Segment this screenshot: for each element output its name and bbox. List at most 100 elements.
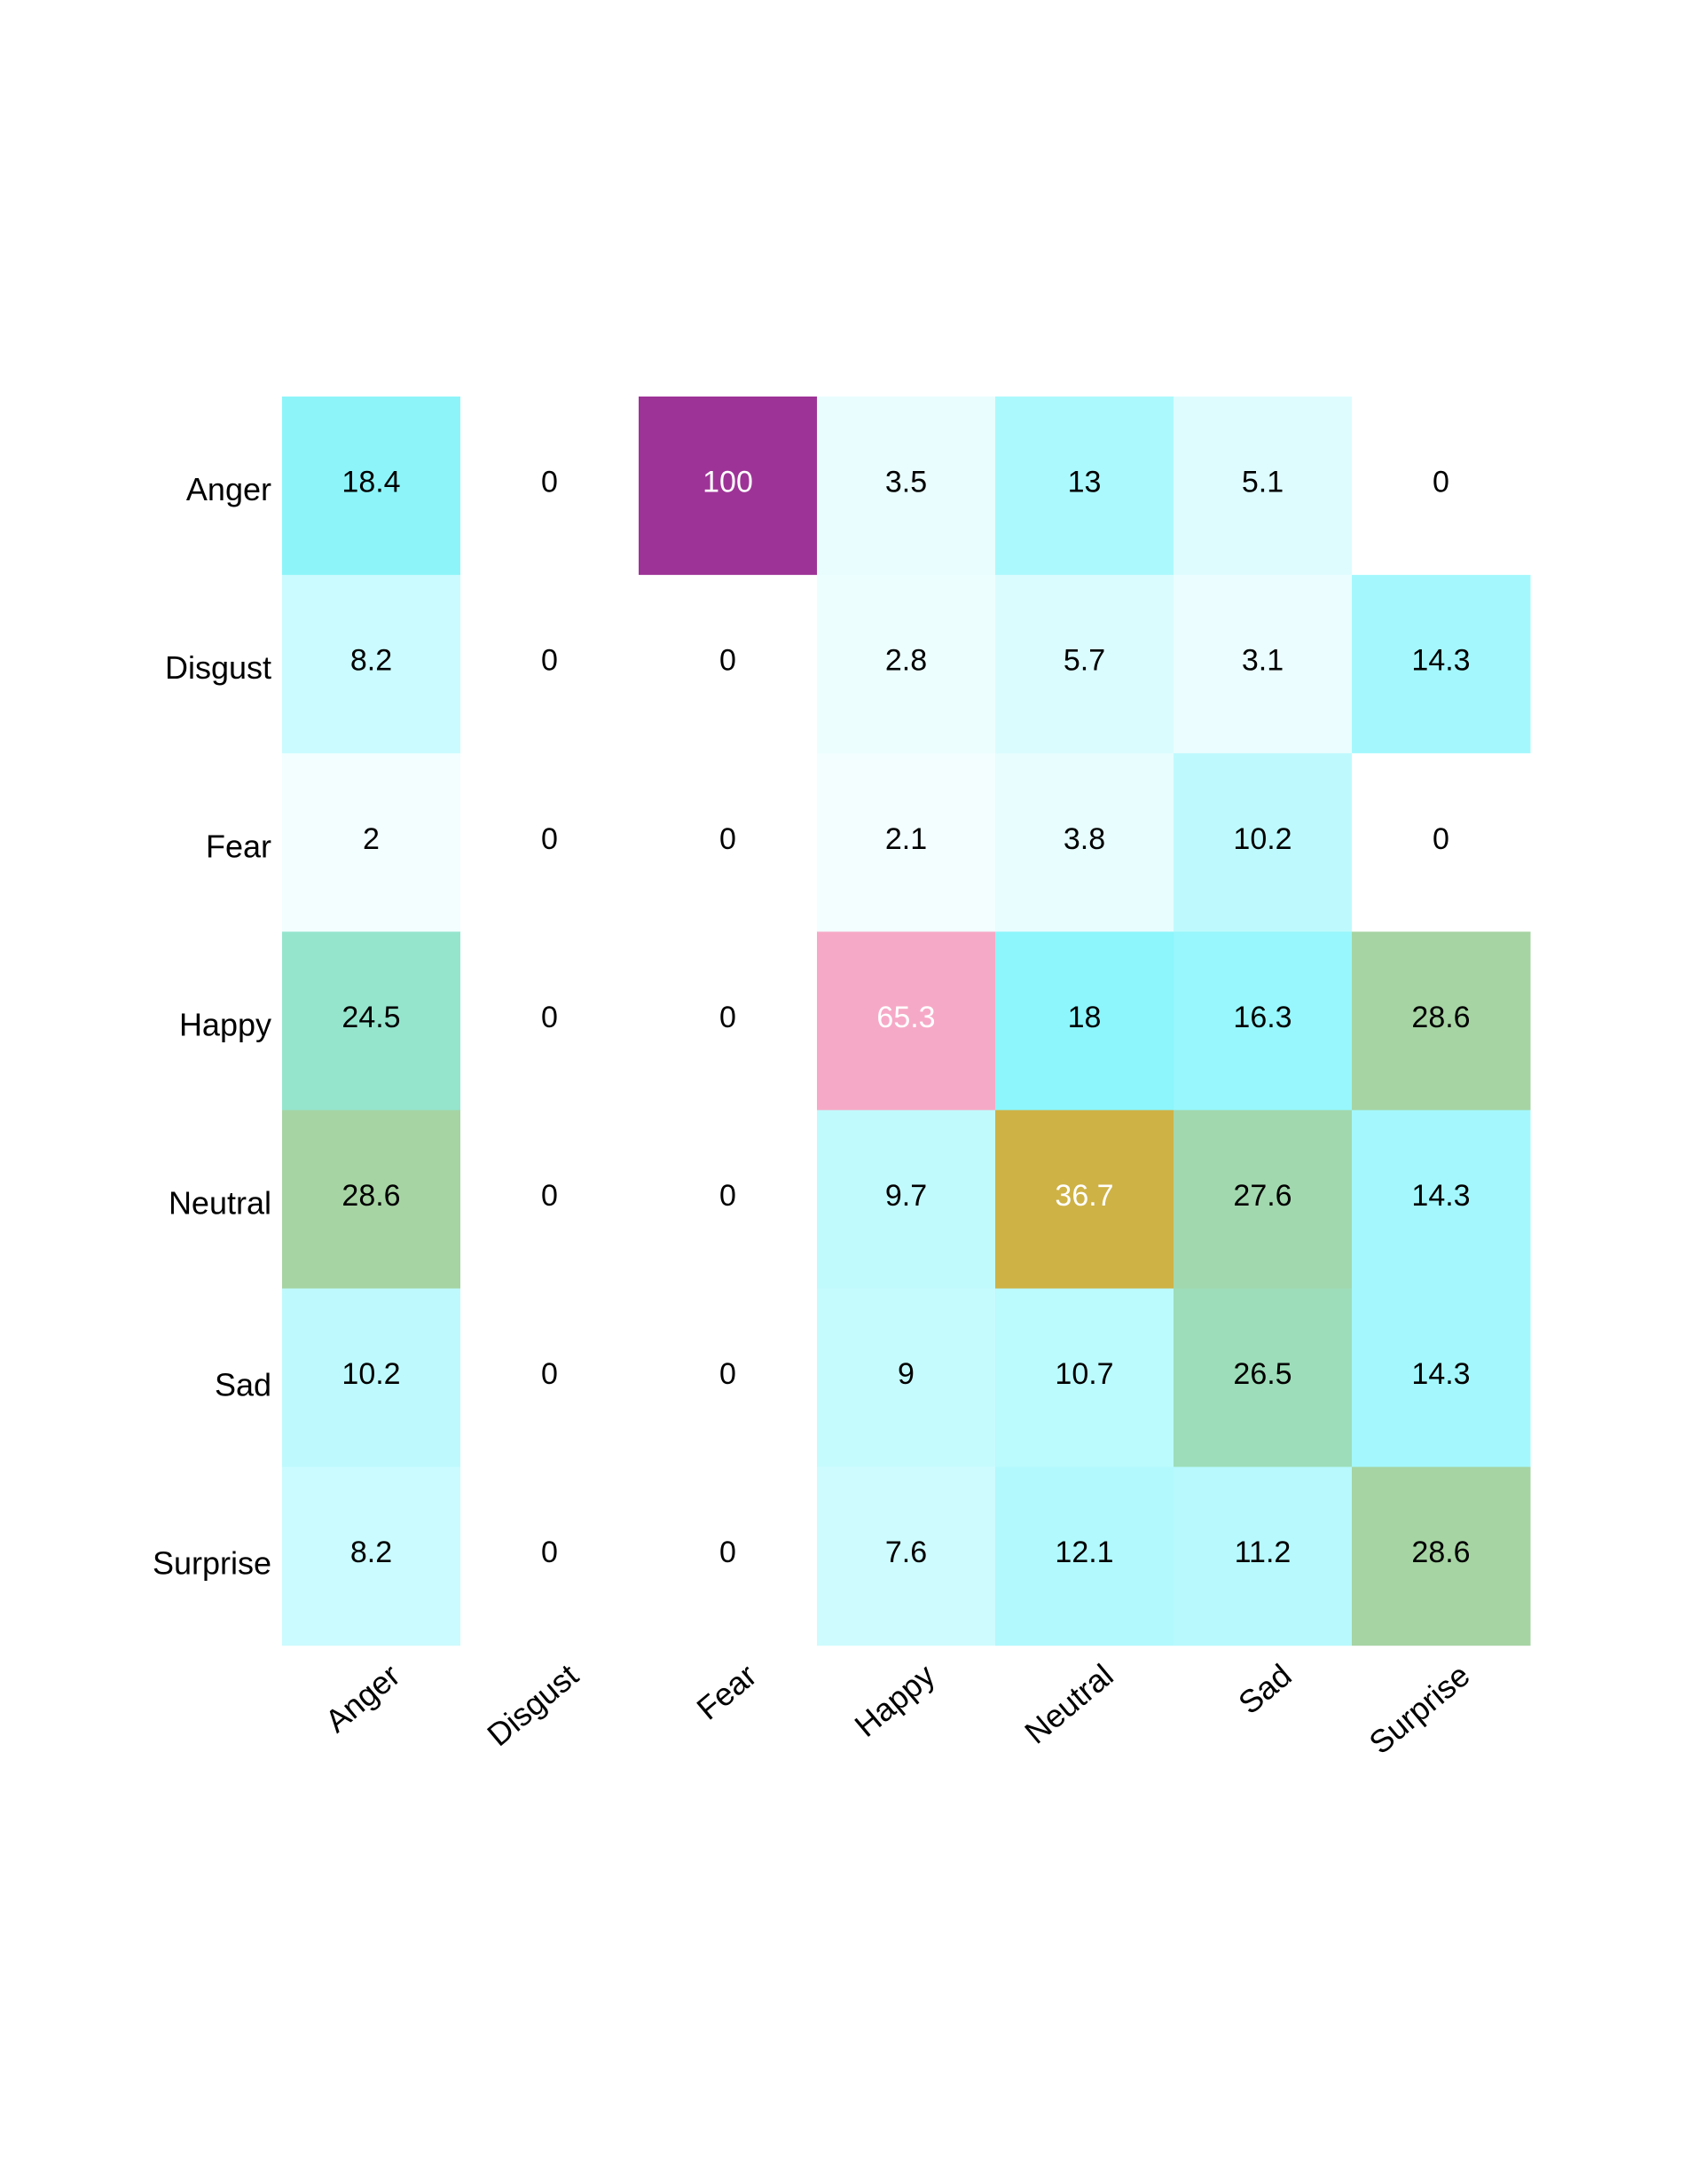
cell-value-label: 10.7	[1055, 1357, 1113, 1391]
cell-value-label: 5.7	[1064, 644, 1105, 678]
cell-value-label: 14.3	[1411, 644, 1470, 678]
heatmap-cell	[1352, 1466, 1531, 1646]
x-tick-label: Anger	[318, 1657, 407, 1740]
cell-value-label: 0	[1433, 822, 1449, 856]
heatmap-cell	[1174, 397, 1353, 576]
heatmap-cell	[639, 1466, 818, 1646]
heatmap-cell	[1174, 931, 1353, 1111]
heatmap-cell	[460, 1288, 640, 1468]
heatmap-cell	[817, 1466, 996, 1646]
cell-value-label: 27.6	[1233, 1179, 1292, 1213]
cell-value-label: 2	[363, 822, 380, 856]
heatmap-cell	[1352, 931, 1531, 1111]
cell-value-label: 14.3	[1411, 1179, 1470, 1213]
cell-value-label: 3.1	[1242, 644, 1284, 678]
x-tick-label: Fear	[690, 1657, 764, 1727]
heatmap-cell	[460, 397, 640, 576]
heatmap-cell	[282, 1466, 461, 1646]
heatmap-cell	[639, 1110, 818, 1289]
cell-value-label: 12.1	[1055, 1536, 1113, 1569]
cell-value-label: 3.5	[885, 466, 927, 499]
cell-value-label: 14.3	[1411, 1357, 1470, 1391]
heatmap-cell	[995, 1288, 1174, 1468]
heatmap-cell	[639, 1288, 818, 1468]
cell-value-label: 10.2	[342, 1357, 400, 1391]
y-tick-label: Fear	[206, 828, 271, 864]
heatmap-cell	[639, 753, 818, 932]
x-tick-label: Sad	[1231, 1657, 1298, 1722]
cell-value-label: 0	[541, 1357, 558, 1391]
heatmap-cells: 18.4 0 100 3.5 13 5.1 0 8.2 0 0 2.8 5.7 3.1 14.3 2 0 0 2.…	[282, 397, 1531, 1646]
heatmap-cell	[995, 1110, 1174, 1289]
heatmap-cell	[282, 1110, 461, 1289]
heatmap-cell	[1352, 1110, 1531, 1289]
cell-value-label: 0	[541, 466, 558, 499]
cell-value-label: 36.7	[1055, 1179, 1113, 1213]
cell-value-label: 16.3	[1233, 1001, 1292, 1034]
cell-value-label: 8.2	[350, 1536, 392, 1569]
cell-value-label: 13	[1068, 466, 1102, 499]
cell-value-label: 0	[541, 1001, 558, 1034]
heatmap-cell	[995, 397, 1174, 576]
cell-value-label: 0	[719, 1536, 736, 1569]
cell-value-label: 0	[1433, 466, 1449, 499]
cell-value-label: 2.1	[885, 822, 927, 856]
heatmap-cell	[817, 931, 996, 1111]
cell-value-label: 10.2	[1233, 822, 1292, 856]
cell-value-label: 9.7	[885, 1179, 927, 1213]
heatmap-cell	[817, 753, 996, 932]
heatmap-cell	[460, 1466, 640, 1646]
cell-value-label: 11.2	[1235, 1536, 1292, 1569]
heatmap-cell	[460, 575, 640, 754]
cell-value-label: 3.8	[1064, 822, 1105, 856]
cell-value-label: 5.1	[1242, 466, 1284, 499]
x-tick-label: Surprise	[1362, 1657, 1477, 1762]
heatmap-cell	[1174, 1288, 1353, 1468]
heatmap-cell	[639, 575, 818, 754]
heatmap-cell	[1352, 397, 1531, 576]
heatmap-cell	[995, 575, 1174, 754]
heatmap-cell	[1174, 1110, 1353, 1289]
cell-value-label: 2.8	[885, 644, 927, 678]
heatmap-cell	[282, 1288, 461, 1468]
cell-value-label: 0	[719, 1357, 736, 1391]
heatmap-cell	[995, 931, 1174, 1111]
y-tick-label: Happy	[179, 1006, 271, 1042]
heatmap-cell	[817, 397, 996, 576]
cell-value-label: 0	[719, 1001, 736, 1034]
cell-value-label: 0	[719, 1179, 736, 1213]
x-tick-label: Disgust	[480, 1657, 585, 1754]
y-tick-label: Sad	[215, 1367, 271, 1403]
y-tick-label: Disgust	[165, 649, 271, 686]
cell-value-label: 18	[1068, 1001, 1102, 1034]
heatmap-cell	[1174, 753, 1353, 932]
cell-value-label: 7.6	[885, 1536, 927, 1569]
heatmap-cell	[282, 575, 461, 754]
heatmap-cell	[460, 931, 640, 1111]
cell-value-label: 28.6	[1411, 1001, 1470, 1034]
heatmap-cell	[995, 1466, 1174, 1646]
cell-value-label: 8.2	[350, 644, 392, 678]
cell-value-label: 18.4	[342, 466, 400, 499]
y-tick-label: Surprise	[153, 1545, 271, 1582]
x-tick-label: Neutral	[1017, 1657, 1119, 1751]
heatmap-cell	[817, 1110, 996, 1289]
cell-value-label: 0	[541, 1536, 558, 1569]
cell-value-label: 0	[541, 644, 558, 678]
cell-value-label: 9	[898, 1357, 915, 1391]
cell-value-label: 26.5	[1233, 1357, 1292, 1391]
y-axis-labels: Anger Disgust Fear Happy Neutral Sad Surprise	[153, 471, 271, 1582]
heatmap-cell	[460, 753, 640, 932]
heatmap-cell	[460, 1110, 640, 1289]
heatmap-cell	[817, 1288, 996, 1468]
cell-value-label: 28.6	[342, 1179, 400, 1213]
heatmap-cell	[1352, 1288, 1531, 1468]
heatmap-cell	[1174, 575, 1353, 754]
cell-value-label: 24.5	[342, 1001, 400, 1034]
heatmap-cell	[282, 753, 461, 932]
heatmap-cell	[1174, 1466, 1353, 1646]
heatmap-cell	[639, 931, 818, 1111]
cell-value-label: 65.3	[876, 1001, 935, 1034]
heatmap-cell	[1352, 575, 1531, 754]
